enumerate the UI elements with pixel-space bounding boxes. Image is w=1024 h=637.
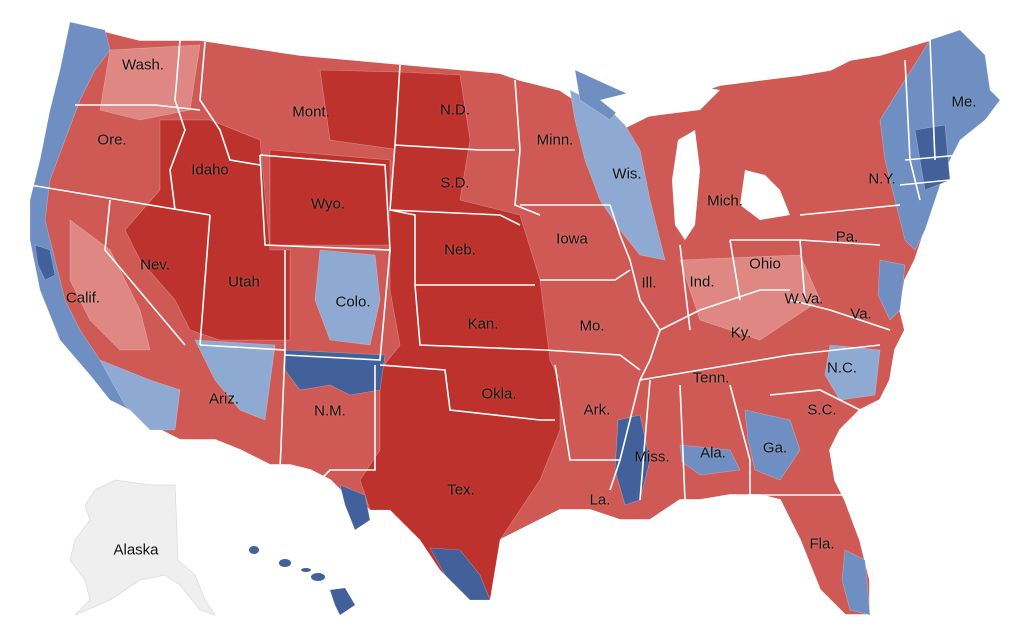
state-label-ms: Miss. (634, 448, 670, 466)
state-label-id: Idaho (191, 161, 229, 179)
west-texas-blue (339, 484, 371, 531)
state-label-wa: Wash. (122, 56, 164, 74)
hawaii (249, 546, 355, 615)
state-label-mo: Mo. (579, 317, 605, 335)
state-label-ca: Calif. (65, 289, 101, 307)
state-label-pa: Pa. (835, 228, 859, 246)
arizona-blue (194, 339, 276, 421)
socal-blue (99, 359, 181, 431)
state-label-ga: Ga. (762, 439, 788, 457)
state-label-wi: Wis. (612, 165, 642, 183)
lake-huron-erie (740, 170, 790, 220)
state-label-ny: N.Y. (868, 170, 896, 188)
alabama-black-belt-blue (679, 444, 741, 476)
state-label-il: Ill. (641, 274, 657, 292)
state-label-ia: Iowa (556, 230, 588, 248)
state-label-va: Va. (850, 305, 872, 323)
state-label-oh: Ohio (749, 255, 781, 273)
alaska (69, 479, 216, 616)
lake-superior (600, 85, 720, 120)
state-label-tn: Tenn. (692, 369, 730, 387)
state-label-or: Ore. (97, 131, 127, 149)
state-label-in: Ind. (689, 273, 715, 291)
state-borders (29, 39, 961, 501)
south-texas-dark-blue (429, 547, 491, 601)
central-valley-light-red (69, 219, 151, 351)
state-label-sd: S.D. (440, 174, 470, 192)
georgia-blue (744, 409, 801, 481)
nc-piedmont-blue (824, 344, 881, 401)
montana-dark-red (319, 69, 401, 151)
state-label-wy: Wyo. (310, 195, 346, 213)
mountain-west-dark-red (124, 119, 291, 341)
colorado-blue (314, 249, 381, 346)
state-label-la: La. (589, 491, 611, 509)
lake-michigan (672, 130, 700, 240)
state-label-ne: Neb. (444, 241, 476, 259)
state-label-ut: Utah (228, 273, 260, 291)
upper-midwest-blue (569, 89, 666, 261)
state-label-co: Colo. (335, 293, 371, 311)
state-label-ok: Okla. (481, 385, 517, 403)
state-label-sc: S.C. (807, 401, 837, 419)
state-label-nv: Nev. (140, 256, 170, 274)
ohio-valley-light-red (679, 254, 821, 341)
state-label-ky: Ky. (730, 324, 752, 342)
state-label-nm: N.M. (314, 402, 346, 420)
state-label-mt: Mont. (292, 103, 330, 121)
state-label-me: Me. (951, 93, 977, 111)
state-label-ar: Ark. (583, 401, 611, 419)
state-label-al: Ala. (700, 444, 726, 462)
state-label-wv: W.Va. (784, 290, 824, 308)
south-florida-blue (841, 549, 871, 616)
state-label-tx: Tex. (447, 481, 475, 499)
bay-area-dark-blue (34, 244, 56, 281)
state-label-fl: Fla. (809, 535, 835, 553)
state-label-mi: Mich. (707, 192, 743, 210)
state-label-az: Ariz. (209, 390, 239, 408)
mid-atlantic-blue (877, 259, 906, 321)
state-label-ak: Alaska (113, 541, 159, 559)
state-label-nd: N.D. (440, 101, 470, 119)
state-label-ks: Kan. (467, 315, 499, 333)
state-label-mn: Minn. (536, 131, 574, 149)
new-mexico-dark-blue (284, 349, 386, 396)
state-label-nc: N.C. (827, 359, 857, 377)
